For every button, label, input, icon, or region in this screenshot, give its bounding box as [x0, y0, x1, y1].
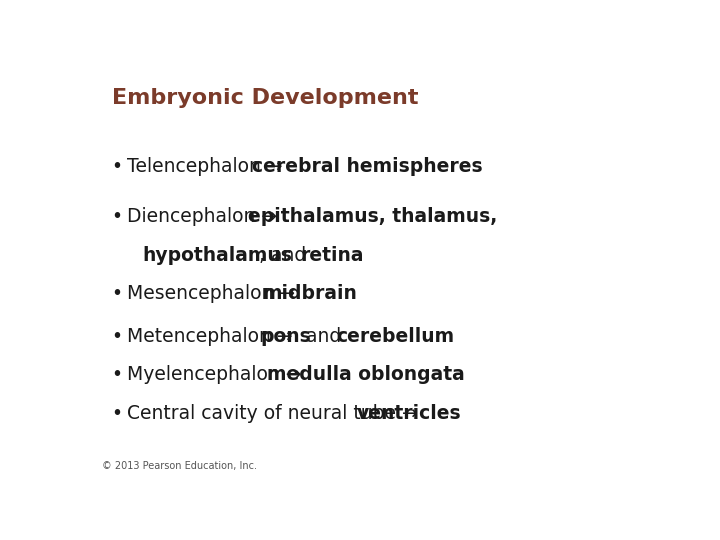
Text: retina: retina [300, 246, 364, 265]
Text: •: • [112, 327, 123, 346]
Text: Central cavity of neural tube →: Central cavity of neural tube → [127, 403, 424, 423]
Text: •: • [112, 403, 123, 423]
Text: medulla oblongata: medulla oblongata [267, 365, 465, 384]
Text: Myelencephalon →: Myelencephalon → [127, 365, 307, 384]
Text: Embryonic Development: Embryonic Development [112, 88, 418, 108]
Text: hypothalamus: hypothalamus [143, 246, 292, 265]
Text: cerebral hemispheres: cerebral hemispheres [253, 157, 483, 176]
Text: pons: pons [260, 327, 311, 346]
Text: Mesencephalon →: Mesencephalon → [127, 284, 302, 303]
Text: Metencephalon →: Metencephalon → [127, 327, 299, 346]
Text: © 2013 Pearson Education, Inc.: © 2013 Pearson Education, Inc. [102, 461, 258, 471]
Text: •: • [112, 365, 123, 384]
Text: •: • [112, 284, 123, 303]
Text: Diencephalon →: Diencephalon → [127, 207, 284, 226]
Text: , and: , and [259, 246, 312, 265]
Text: •: • [112, 207, 123, 226]
Text: ventricles: ventricles [357, 403, 462, 423]
Text: epithalamus, thalamus,: epithalamus, thalamus, [248, 207, 498, 226]
Text: •: • [112, 157, 123, 176]
Text: midbrain: midbrain [262, 284, 357, 303]
Text: and: and [300, 327, 347, 346]
Text: cerebellum: cerebellum [336, 327, 454, 346]
Text: Telencephalon →: Telencephalon → [127, 157, 289, 176]
